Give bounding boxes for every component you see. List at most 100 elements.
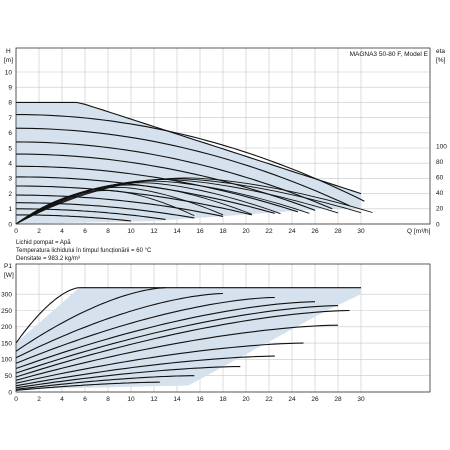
power-curve [15,375,195,390]
power-yunit: [W] [4,272,14,279]
head-curve [16,101,362,195]
head-x-ticks: 0 2 4 6 8 10 12 14 16 18 20 22 24 26 28 30 [14,228,365,235]
y-tick-label: 100 [1,357,12,364]
x-tick-label: 14 [173,228,181,235]
head-curve [16,214,132,222]
x-tick-label: 4 [60,228,64,235]
eta-tick-label: 20 [436,206,444,213]
head-curve [15,141,333,210]
x-tick-label: 30 [357,228,365,235]
head-curve [16,114,365,202]
efficiency-curve [15,178,362,225]
head-curves [15,101,365,222]
efficiency-curve [15,180,310,225]
power-curve [15,342,304,384]
y-tick-label: 10 [5,69,13,76]
power-x-ticks: 0 2 4 6 8 10 12 14 16 18 20 22 24 26 28 30 [14,396,365,403]
y-tick-label: 250 [1,308,12,315]
eta-tick-label: 80 [436,159,444,166]
head-chart-frame [15,47,431,225]
eta-tick-label: 100 [436,143,447,150]
y-tick-label: 3 [8,176,12,183]
x-tick-label: 18 [219,396,227,403]
power-chart-frame [15,263,431,393]
x-tick-label: 10 [127,228,135,235]
y-tick-label: 7 [8,115,12,122]
power-curve [15,305,339,374]
power-curve [15,324,339,381]
x-tick-label: 28 [334,228,342,235]
x-tick-label: 8 [106,396,110,403]
efficiency-curve [15,179,339,225]
head-curve [15,127,350,207]
power-curve [15,381,160,391]
x-tick-label: 26 [311,396,319,403]
annotation-density: Densitate = 983.2 kg/m³ [16,256,80,262]
y-tick-label: 8 [8,100,12,107]
x-tick-label: 6 [83,228,87,235]
y-tick-label: 200 [1,324,12,331]
x-tick-label: 28 [334,396,342,403]
power-curve [15,296,275,364]
x-tick-label: 30 [357,396,365,403]
y-tick-label: 1 [8,206,12,213]
x-tick-label: 20 [242,228,250,235]
x-tick-label: 12 [150,396,158,403]
efficiency-curve [15,190,195,225]
head-curve [16,194,224,217]
eta-tick-label: 40 [436,190,444,197]
x-tick-label: 8 [106,228,110,235]
x-tick-label: 6 [83,396,87,403]
head-xlabel: Q [m³/h] [407,228,431,235]
y-tick-label: 300 [1,292,12,299]
head-curve [16,185,252,216]
y-tick-label: 150 [1,340,12,347]
x-tick-label: 22 [265,228,273,235]
x-tick-label: 10 [127,396,135,403]
x-tick-label: 24 [288,396,296,403]
x-tick-label: 18 [219,228,227,235]
y-tick-label: 2 [8,191,12,198]
x-tick-label: 22 [265,396,273,403]
y-tick-label: 6 [8,130,12,137]
power-operating-region [16,287,361,390]
y-tick-label: 5 [8,145,12,152]
eta-tick-label: 60 [436,175,444,182]
power-curve [15,301,316,370]
head-yunit: [m] [4,57,13,64]
y-tick-label: 0 [8,221,12,228]
head-operating-region [16,102,361,224]
y-tick-label: 50 [5,373,13,380]
power-curves [15,287,361,391]
efficiency-curves [15,177,373,225]
x-tick-label: 20 [242,396,250,403]
y-tick-label: 0 [8,389,12,396]
x-tick-label: 24 [288,228,296,235]
power-ylabel: P1 [4,263,12,270]
head-curve [16,202,195,219]
power-curve [15,287,166,352]
x-tick-label: 16 [196,396,204,403]
eta-yunit: [%] [436,57,446,64]
x-tick-label: 0 [14,228,18,235]
x-tick-label: 12 [150,228,158,235]
annotation-liquid: Lichid pompat = Apă [16,240,71,246]
x-tick-label: 4 [60,396,64,403]
x-tick-label: 0 [14,396,18,403]
eta-y-ticks: 0 20 40 60 80 100 [436,143,447,228]
x-tick-label: 14 [173,396,181,403]
power-curve [15,292,224,359]
power-curve [15,309,350,378]
eta-ylabel: eta [436,48,445,55]
x-tick-label: 2 [37,228,41,235]
annotation-temperature: Temperatura lichidului în timpul funcțio… [16,248,152,254]
y-tick-label: 4 [8,161,12,168]
power-curve [15,287,80,344]
x-tick-label: 16 [196,228,204,235]
y-tick-label: 9 [8,85,12,92]
chart-title: MAGNA3 50-80 F, Model E [350,51,429,58]
power-curve [15,355,275,387]
head-y-ticks: 0 1 2 3 4 5 6 7 8 9 10 [5,69,13,228]
eta-tick-label: 0 [436,221,440,228]
